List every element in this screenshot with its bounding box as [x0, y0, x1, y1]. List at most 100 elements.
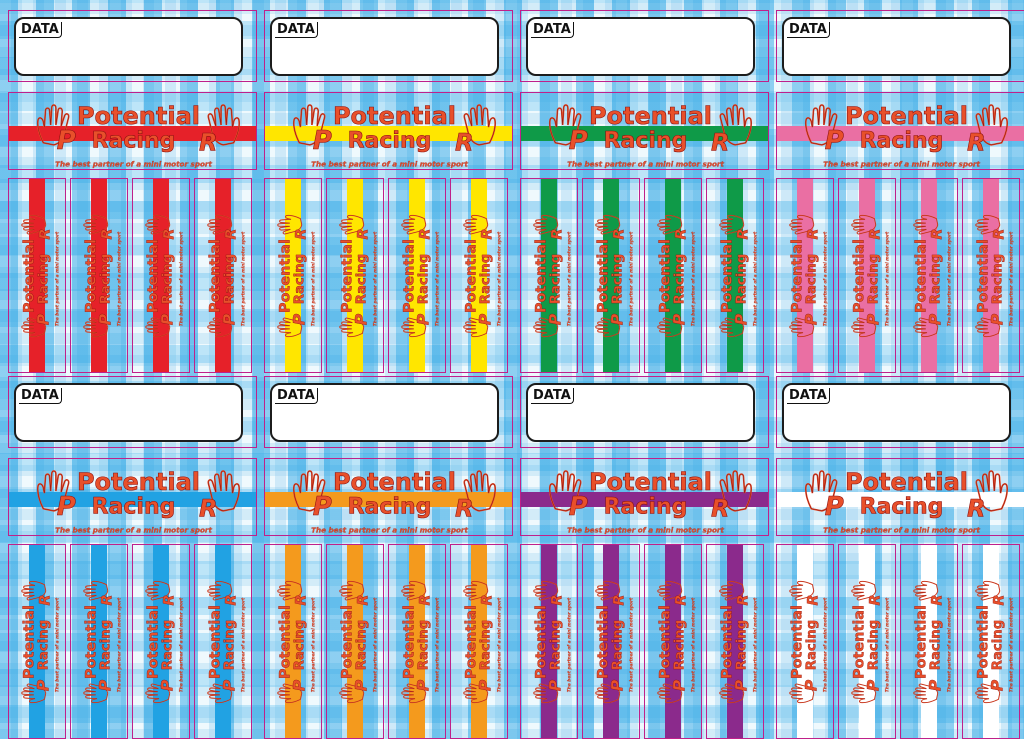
logo-tagline: The best partner of a mini motor sport [885, 231, 891, 326]
right-hand-icon [975, 580, 1001, 601]
logo-tagline: The best partner of a mini motor sport [373, 231, 379, 326]
logo-mark-p: P [731, 313, 750, 325]
right-hand-icon [533, 214, 559, 235]
right-hand-icon [21, 580, 47, 601]
strip-color-band [983, 179, 999, 372]
logo-title-racing: Racing [92, 129, 176, 154]
logo-title-potential: Potential [657, 239, 673, 313]
vertical-strip: Potential Racing P R The best partner of a m… [962, 544, 1020, 739]
logo-title-racing: Racing [604, 129, 688, 154]
strip-logo: Potential Racing P R The best partner of a m… [975, 580, 1015, 704]
logo-title-potential: Potential [463, 239, 479, 313]
data-write-field[interactable]: DATA [782, 383, 1011, 442]
logo-title-racing: Racing [610, 620, 625, 670]
left-hand-icon [401, 317, 427, 338]
left-hand-icon [913, 683, 939, 704]
strip-logo: Potential Racing P R The best partner of a m… [719, 214, 759, 338]
logo-title-racing: Racing [866, 620, 881, 670]
logo-mark-r: R [735, 228, 751, 239]
data-write-field[interactable]: DATA [526, 383, 755, 442]
logo-mark-p: P [863, 679, 882, 691]
logo-mark-p: P [95, 313, 114, 325]
data-tag: DATA [275, 388, 318, 404]
right-hand-icon [207, 214, 233, 235]
banner-color-stripe [521, 126, 768, 141]
right-hand-icon [207, 580, 233, 601]
logo-title-potential: Potential [339, 239, 355, 313]
logo-mark-r: R [711, 495, 729, 523]
strip-color-band [91, 545, 107, 738]
logo-mark-p: P [569, 126, 588, 156]
strip-logo: Potential Racing P R The best partner of a m… [207, 580, 247, 704]
vertical-strip: Potential Racing P R The best partner of a m… [450, 178, 508, 373]
right-hand-icon [595, 214, 621, 235]
logo-title-racing: Racing [990, 254, 1005, 304]
logo-tagline: The best partner of a mini motor sport [55, 231, 61, 326]
logo-title-potential: Potential [145, 239, 161, 313]
right-hand-icon [719, 470, 752, 512]
logo-title-racing: Racing [222, 254, 237, 304]
strip-logo: Potential Racing P R The best partner of a m… [339, 214, 379, 338]
data-write-field[interactable]: DATA [270, 17, 499, 76]
right-hand-icon [463, 470, 496, 512]
data-write-field[interactable]: DATA [14, 17, 243, 76]
logo-title-racing: Racing [860, 495, 944, 520]
vertical-strip: Potential Racing P R The best partner of a m… [582, 544, 640, 739]
logo-title-racing: Racing [36, 620, 51, 670]
data-write-field[interactable]: DATA [526, 17, 755, 76]
vertical-strips: Potential Racing P R The best partner of a m… [520, 544, 769, 739]
strip-color-band [921, 545, 937, 738]
logo-mark-p: P [475, 679, 494, 691]
logo-mark-p: P [669, 313, 688, 325]
logo-tagline: The best partner of a mini motor sport [497, 231, 503, 326]
data-write-field[interactable]: DATA [270, 383, 499, 442]
logo-title-potential: Potential [333, 102, 456, 130]
strip-color-band [921, 179, 937, 372]
logo-title-racing: Racing [734, 254, 749, 304]
logo-tagline: The best partner of a mini motor sport [1009, 231, 1015, 326]
vertical-strip: Potential Racing P R The best partner of a m… [900, 178, 958, 373]
logo-tagline: The best partner of a mini motor sport [311, 159, 468, 168]
logo-title-potential: Potential [845, 468, 968, 496]
right-hand-icon [207, 470, 240, 512]
logo-mark-p: P [33, 313, 52, 325]
right-hand-icon [657, 580, 683, 601]
logo-mark-r: R [99, 594, 115, 605]
vertical-strip: Potential Racing P R The best partner of a m… [644, 544, 702, 739]
logo-tagline: The best partner of a mini motor sport [567, 159, 724, 168]
logo-mark-r: R [991, 594, 1007, 605]
logo-title-potential: Potential [21, 605, 37, 679]
strip-logo: Potential Racing P R The best partner of a m… [595, 580, 635, 704]
logo-mark-r: R [479, 594, 495, 605]
logo-mark-p: P [95, 679, 114, 691]
left-hand-icon [145, 317, 171, 338]
left-hand-icon [277, 683, 303, 704]
logo-tagline: The best partner of a mini motor sport [497, 597, 503, 692]
banner-color-stripe [265, 492, 512, 507]
logo-title-potential: Potential [21, 239, 37, 313]
logo-tagline: The best partner of a mini motor sport [241, 231, 247, 326]
left-hand-icon [533, 317, 559, 338]
left-hand-icon [83, 683, 109, 704]
left-hand-icon [851, 317, 877, 338]
label-set-7: DATA Potential Racing P R The best partner of… [518, 374, 771, 739]
logo-mark-p: P [351, 679, 370, 691]
logo-mark-p: P [157, 313, 176, 325]
logo-title-potential: Potential [333, 468, 456, 496]
left-hand-icon [851, 683, 877, 704]
logo-title-racing: Racing [860, 129, 944, 154]
logo-title-potential: Potential [851, 239, 867, 313]
strip-color-band [797, 545, 813, 738]
right-hand-icon [277, 580, 303, 601]
logo-mark-r: R [293, 228, 309, 239]
data-write-field[interactable]: DATA [782, 17, 1011, 76]
data-tag: DATA [19, 388, 62, 404]
vertical-strips: Potential Racing P R The best partner of a m… [520, 178, 769, 373]
logo-tagline: The best partner of a mini motor sport [241, 597, 247, 692]
data-write-field[interactable]: DATA [14, 383, 243, 442]
strip-logo: Potential Racing P R The best partner of a m… [145, 580, 185, 704]
left-hand-icon [595, 317, 621, 338]
